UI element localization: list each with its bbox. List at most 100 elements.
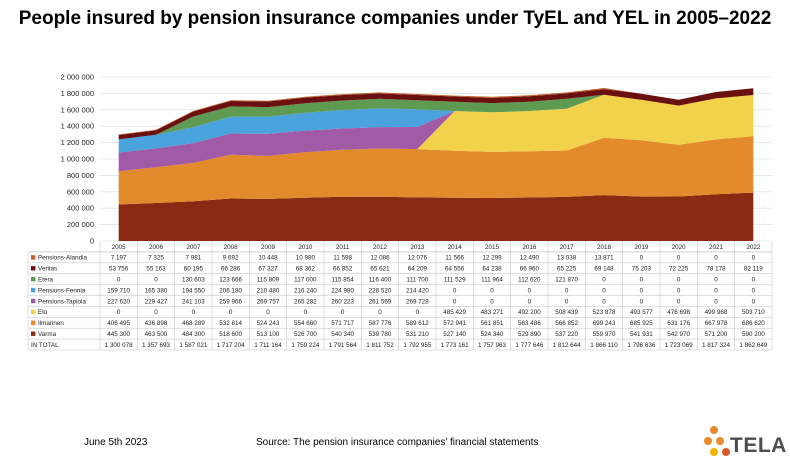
data-label: 0 — [714, 277, 718, 284]
x-tick-label: 2007 — [186, 244, 201, 251]
data-label: 9 692 — [223, 255, 239, 262]
data-label: 563 486 — [518, 320, 541, 327]
data-label: 0 — [714, 298, 718, 305]
data-label: 159 710 — [107, 287, 130, 294]
x-tick-label: 2011 — [336, 244, 350, 251]
total-value: 1 817 324 — [702, 342, 731, 349]
data-label: 524 340 — [481, 331, 504, 338]
data-label: 0 — [640, 298, 644, 305]
x-tick-label: 2014 — [448, 244, 463, 251]
data-label: 0 — [677, 277, 681, 284]
data-label: 265 282 — [294, 298, 317, 305]
data-label: 0 — [229, 309, 233, 316]
legend-key — [31, 298, 36, 304]
data-label: 10 980 — [296, 255, 316, 262]
data-label: 65 225 — [557, 266, 577, 273]
x-tick-label: 2016 — [522, 244, 537, 251]
data-label: 241 103 — [182, 298, 205, 305]
total-value: 1 792 955 — [403, 342, 432, 349]
data-label: 11 598 — [333, 255, 352, 262]
x-tick-label: 2013 — [410, 244, 425, 251]
data-label: 7 981 — [185, 255, 201, 262]
data-label: 686 620 — [742, 320, 765, 327]
data-label: 66 852 — [333, 266, 353, 273]
data-label: 0 — [266, 309, 270, 316]
data-label: 13 871 — [594, 255, 614, 262]
data-label: 524 243 — [257, 320, 280, 327]
data-label: 0 — [602, 277, 606, 284]
legend-key — [31, 287, 36, 293]
x-tick-label: 2021 — [709, 244, 724, 251]
data-label: 224 980 — [331, 287, 354, 294]
data-label: 112 620 — [518, 277, 541, 284]
y-tick-label: 400 000 — [67, 204, 94, 213]
legend-key — [31, 266, 36, 271]
data-label: 484 300 — [182, 331, 205, 338]
data-label: 66 286 — [221, 266, 241, 273]
x-tick-label: 2017 — [560, 244, 575, 251]
data-label: 65 621 — [370, 266, 390, 273]
data-label: 542 970 — [667, 331, 690, 338]
data-label: 64 556 — [445, 266, 465, 273]
data-label: 66 960 — [520, 266, 540, 273]
data-label: 69 148 — [594, 266, 614, 273]
data-label: 0 — [602, 298, 606, 305]
total-value: 1 711 164 — [254, 342, 282, 349]
data-label: 7 325 — [148, 255, 164, 262]
data-label: 406 495 — [107, 320, 130, 327]
area-ilmarinen — [118, 136, 754, 205]
chart-title: People insured by pension insurance comp… — [18, 8, 772, 29]
legend-label: Pensions-Tapiola — [38, 298, 86, 305]
x-tick-label: 2022 — [746, 244, 761, 251]
data-label: 0 — [602, 287, 606, 294]
data-label: 75 203 — [632, 266, 652, 273]
data-label: 0 — [677, 255, 681, 262]
data-label: 0 — [640, 287, 644, 294]
area-elo — [118, 94, 754, 172]
y-tick-label: 200 000 — [67, 220, 94, 229]
data-label: 589 612 — [406, 320, 429, 327]
data-label: 493 577 — [630, 309, 653, 316]
data-label: 53 756 — [109, 266, 129, 273]
legend-key — [31, 277, 36, 282]
data-label: 0 — [677, 287, 681, 294]
x-tick-label: 2009 — [261, 244, 276, 251]
data-label: 476 698 — [667, 309, 690, 316]
tela-logo-text: TELA — [730, 434, 787, 457]
data-label: 554 660 — [294, 320, 317, 327]
y-tick-label: 1 000 000 — [61, 155, 94, 164]
data-label: 216 240 — [294, 287, 317, 294]
data-label: 116 400 — [369, 277, 392, 284]
data-label: 529 890 — [518, 331, 541, 338]
total-value: 1 723 069 — [665, 342, 694, 349]
data-label: 72 225 — [669, 266, 689, 273]
data-label: 259 966 — [219, 298, 242, 305]
data-label: 541 931 — [630, 331, 653, 338]
data-label: 445 300 — [107, 331, 130, 338]
data-label: 526 700 — [294, 331, 317, 338]
total-value: 1 717 204 — [217, 342, 246, 349]
data-label: 115 809 — [257, 277, 280, 284]
x-tick-label: 2012 — [373, 244, 388, 251]
data-label: 0 — [677, 298, 681, 305]
data-label: 561 851 — [481, 320, 504, 327]
data-label: 0 — [192, 309, 196, 316]
data-label: 165 380 — [145, 287, 168, 294]
data-label: 513 100 — [257, 331, 280, 338]
area-pensions-alandia — [118, 88, 754, 135]
data-label: 0 — [528, 287, 532, 294]
data-label: 82 119 — [744, 266, 763, 273]
legend-key — [31, 255, 36, 260]
data-label: 685 925 — [630, 320, 653, 327]
data-label: 0 — [714, 255, 718, 262]
total-value: 1 757 963 — [478, 342, 507, 349]
tela-logo: TELA — [702, 420, 787, 464]
legend-key — [31, 320, 36, 325]
y-tick-label: 0 — [90, 237, 94, 246]
data-label: 532 814 — [219, 320, 242, 327]
data-label: 539 780 — [369, 331, 392, 338]
data-label: 0 — [304, 309, 308, 316]
data-label: 492 200 — [518, 309, 541, 316]
x-tick-label: 2006 — [149, 244, 164, 251]
total-value: 1 796 636 — [627, 342, 656, 349]
